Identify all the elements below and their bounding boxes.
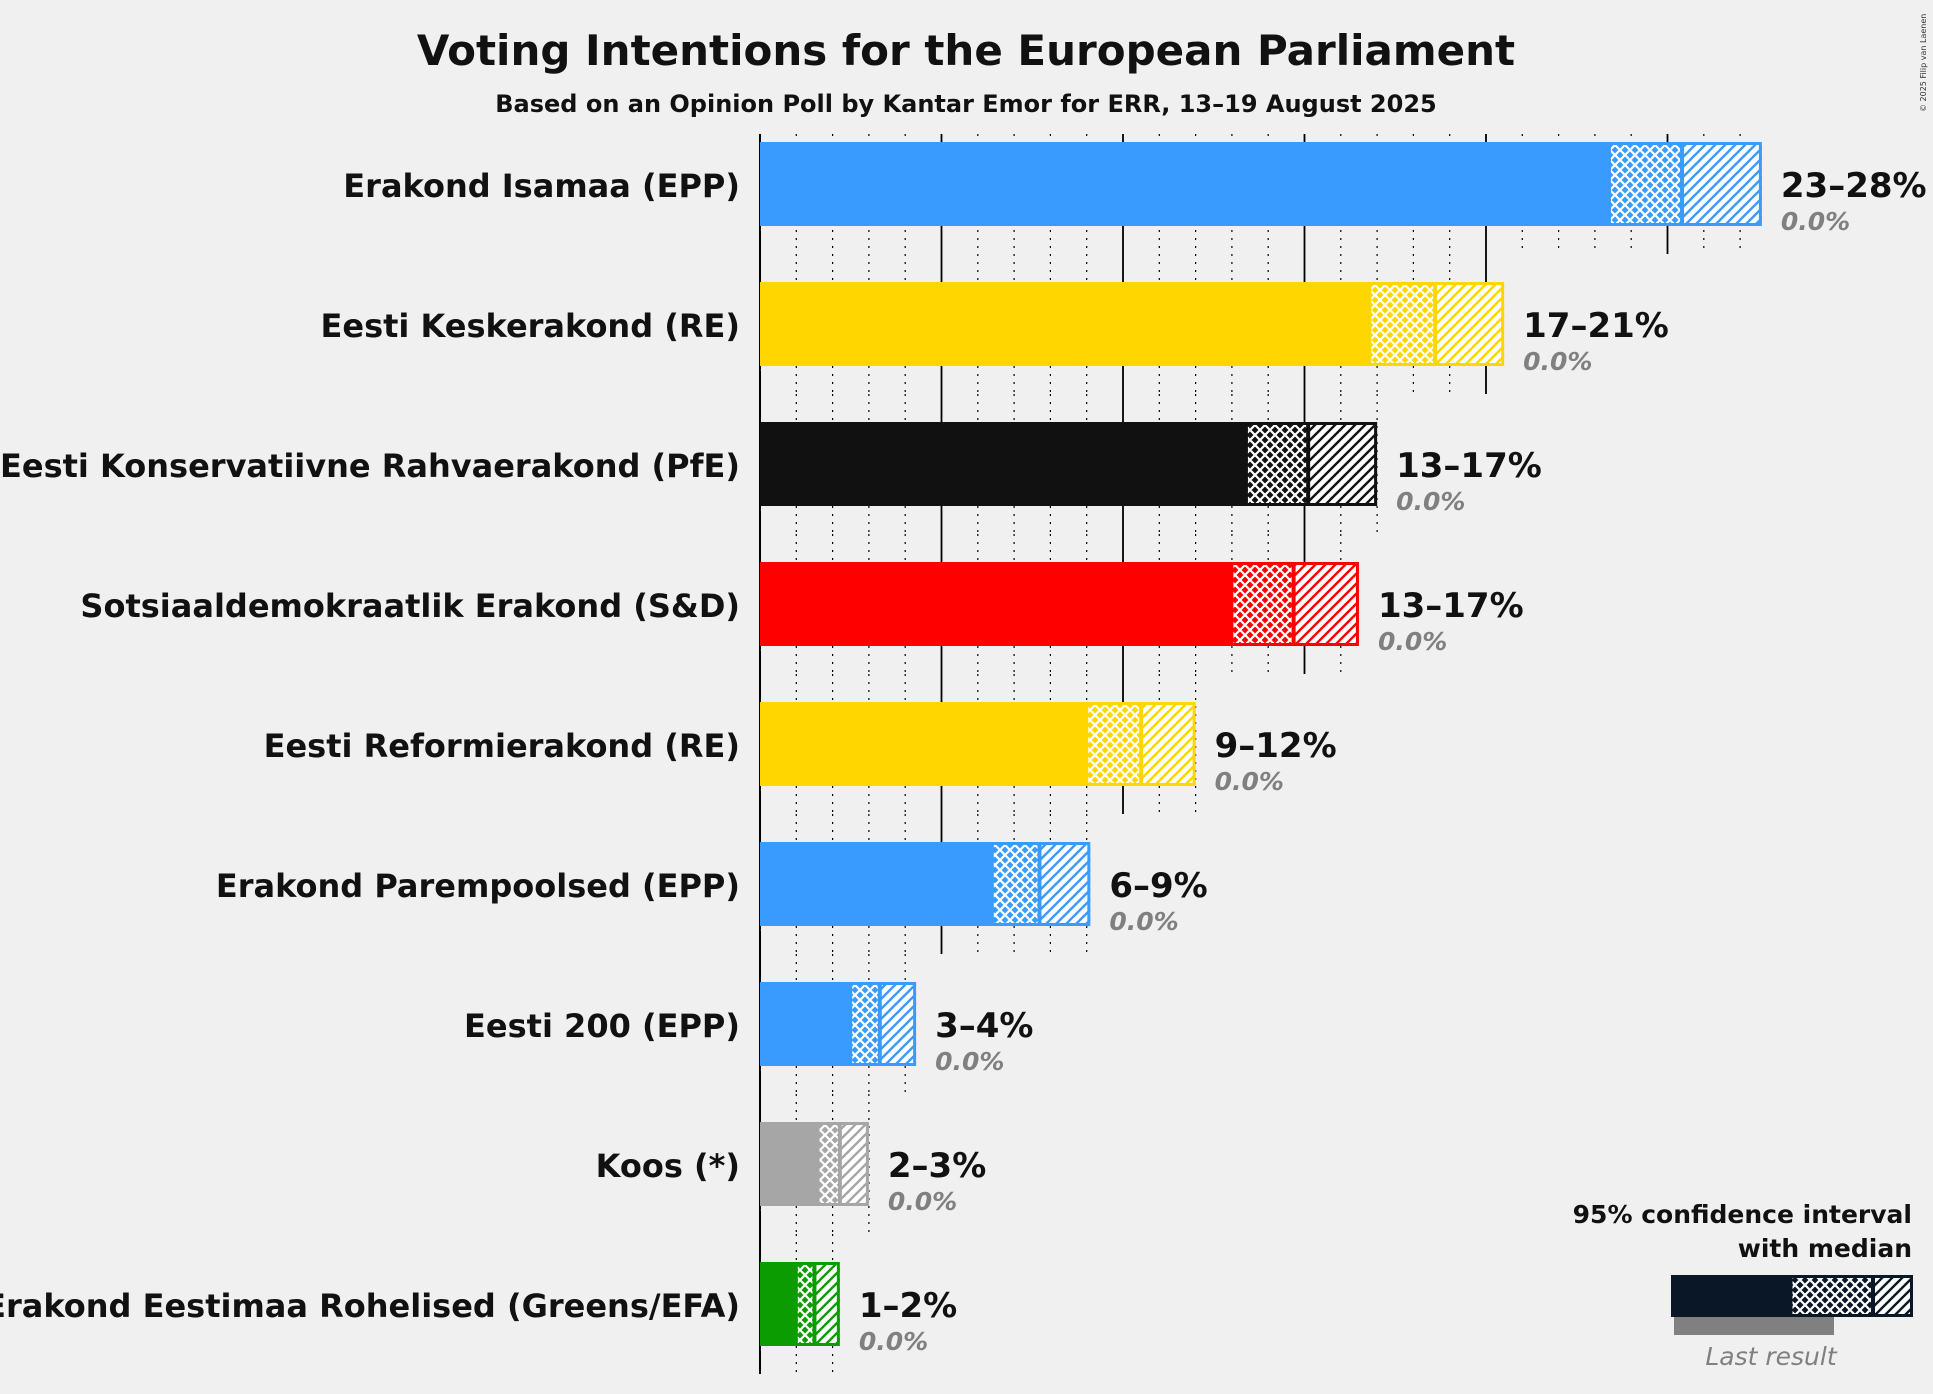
copyright: © 2025 Filip van Laenen xyxy=(1919,14,1928,112)
category-label: Erakond Parempoolsed (EPP) xyxy=(216,867,740,905)
legend-outline xyxy=(1789,1275,1913,1317)
last-result-label: 0.0% xyxy=(1378,627,1447,656)
bar-ci-lower xyxy=(850,982,880,1066)
range-label: 13–17% xyxy=(1396,446,1542,486)
bar-group: Sotsiaaldemokraatlik Erakond (S&D) 13–17%… xyxy=(80,562,1524,656)
chart-title: Voting Intentions for the European Parli… xyxy=(417,26,1515,75)
bar-ci-outline xyxy=(849,982,917,1066)
legend-last-swatch xyxy=(1674,1315,1834,1335)
range-label: 9–12% xyxy=(1215,726,1337,766)
range-label: 6–9% xyxy=(1109,866,1207,906)
bar-ci-lower xyxy=(796,1262,815,1346)
bar-ci-upper xyxy=(1039,842,1091,926)
bar-ci-outline xyxy=(1244,422,1378,506)
bar-solid xyxy=(760,422,1247,506)
bar-ci-upper xyxy=(1293,562,1359,646)
range-label: 2–3% xyxy=(888,1146,986,1186)
legend-last-label: Last result xyxy=(1705,1342,1837,1371)
bar-ci-upper xyxy=(1308,422,1378,506)
bars-layer: Erakond Isamaa (EPP) 23–28%0.0%Eesti Kesk… xyxy=(0,142,1927,1356)
bar-ci-upper xyxy=(839,1122,869,1206)
bar-group: Erakond Parempoolsed (EPP) 6–9%0.0% xyxy=(216,842,1208,936)
bar-solid xyxy=(760,982,851,1066)
category-label: Koos (*) xyxy=(596,1147,740,1185)
bar-ci-lower xyxy=(992,842,1040,926)
category-label: Erakond Eestimaa Rohelised (Greens/EFA) xyxy=(0,1287,740,1325)
bar-ci-lower xyxy=(1086,702,1142,786)
bar-ci-upper xyxy=(1141,702,1196,786)
legend-hatch-swatch xyxy=(1873,1275,1913,1317)
legend-median-label: with median xyxy=(1738,1234,1912,1263)
bar-solid xyxy=(760,702,1087,786)
bar-group: Eesti Keskerakond (RE) 17–21%0.0% xyxy=(321,282,1669,376)
bar-group: Koos (*) 2–3%0.0% xyxy=(596,1122,986,1216)
category-label: Eesti Reformierakond (RE) xyxy=(264,727,740,765)
last-result-label: 0.0% xyxy=(888,1187,957,1216)
last-result-label: 0.0% xyxy=(859,1327,928,1356)
last-result-label: 0.0% xyxy=(1215,767,1284,796)
legend-solid-swatch xyxy=(1671,1275,1791,1317)
bar-ci-upper xyxy=(1682,142,1762,226)
category-label: Eesti 200 (EPP) xyxy=(464,1007,740,1045)
range-label: 23–28% xyxy=(1781,166,1927,206)
bar-solid xyxy=(760,1262,797,1346)
chart-subtitle: Based on an Opinion Poll by Kantar Emor … xyxy=(495,90,1436,118)
bar-group: Erakond Isamaa (EPP) 23–28%0.0% xyxy=(343,142,1927,236)
bar-solid xyxy=(760,562,1232,646)
bar-ci-outline xyxy=(794,1262,840,1346)
bar-ci-lower xyxy=(1246,422,1309,506)
bar-ci-lower xyxy=(1609,142,1683,226)
bar-solid xyxy=(760,142,1610,226)
last-result-label: 0.0% xyxy=(1523,347,1592,376)
bar-group: Eesti Konservatiivne Rahvaerakond (PfE) 1… xyxy=(0,422,1542,516)
legend-cross-swatch xyxy=(1791,1275,1873,1317)
last-result-label: 0.0% xyxy=(1396,487,1465,516)
bar-group: Erakond Eestimaa Rohelised (Greens/EFA) 1… xyxy=(0,1262,957,1356)
category-label: Sotsiaaldemokraatlik Erakond (S&D) xyxy=(80,587,740,625)
range-label: 3–4% xyxy=(935,1006,1033,1046)
bar-ci-lower xyxy=(1369,282,1436,366)
last-result-label: 0.0% xyxy=(935,1047,1004,1076)
bar-solid xyxy=(760,1122,819,1206)
bar-ci-outline xyxy=(1607,142,1762,226)
bar-group: Eesti Reformierakond (RE) 9–12%0.0% xyxy=(264,702,1337,796)
bar-solid xyxy=(760,842,993,926)
bar-solid xyxy=(760,282,1370,366)
range-label: 1–2% xyxy=(859,1286,957,1326)
range-label: 17–21% xyxy=(1523,306,1669,346)
bar-ci-lower xyxy=(1231,562,1294,646)
bar-ci-lower xyxy=(818,1122,840,1206)
bar-ci-outline xyxy=(816,1122,869,1206)
bar-ci-upper xyxy=(814,1262,840,1346)
legend: 95% confidence interval with median Last… xyxy=(1573,1200,1913,1371)
last-result-label: 0.0% xyxy=(1781,207,1850,236)
category-label: Eesti Konservatiivne Rahvaerakond (PfE) xyxy=(0,447,740,485)
legend-swatch xyxy=(1671,1275,1913,1335)
legend-ci-label: 95% confidence interval xyxy=(1573,1200,1912,1229)
last-result-label: 0.0% xyxy=(1109,907,1178,936)
range-label: 13–17% xyxy=(1378,586,1524,626)
category-label: Erakond Isamaa (EPP) xyxy=(343,167,740,205)
category-label: Eesti Keskerakond (RE) xyxy=(321,307,740,345)
bar-ci-upper xyxy=(879,982,917,1066)
bar-group: Eesti 200 (EPP) 3–4%0.0% xyxy=(464,982,1033,1076)
bar-ci-upper xyxy=(1435,282,1505,366)
